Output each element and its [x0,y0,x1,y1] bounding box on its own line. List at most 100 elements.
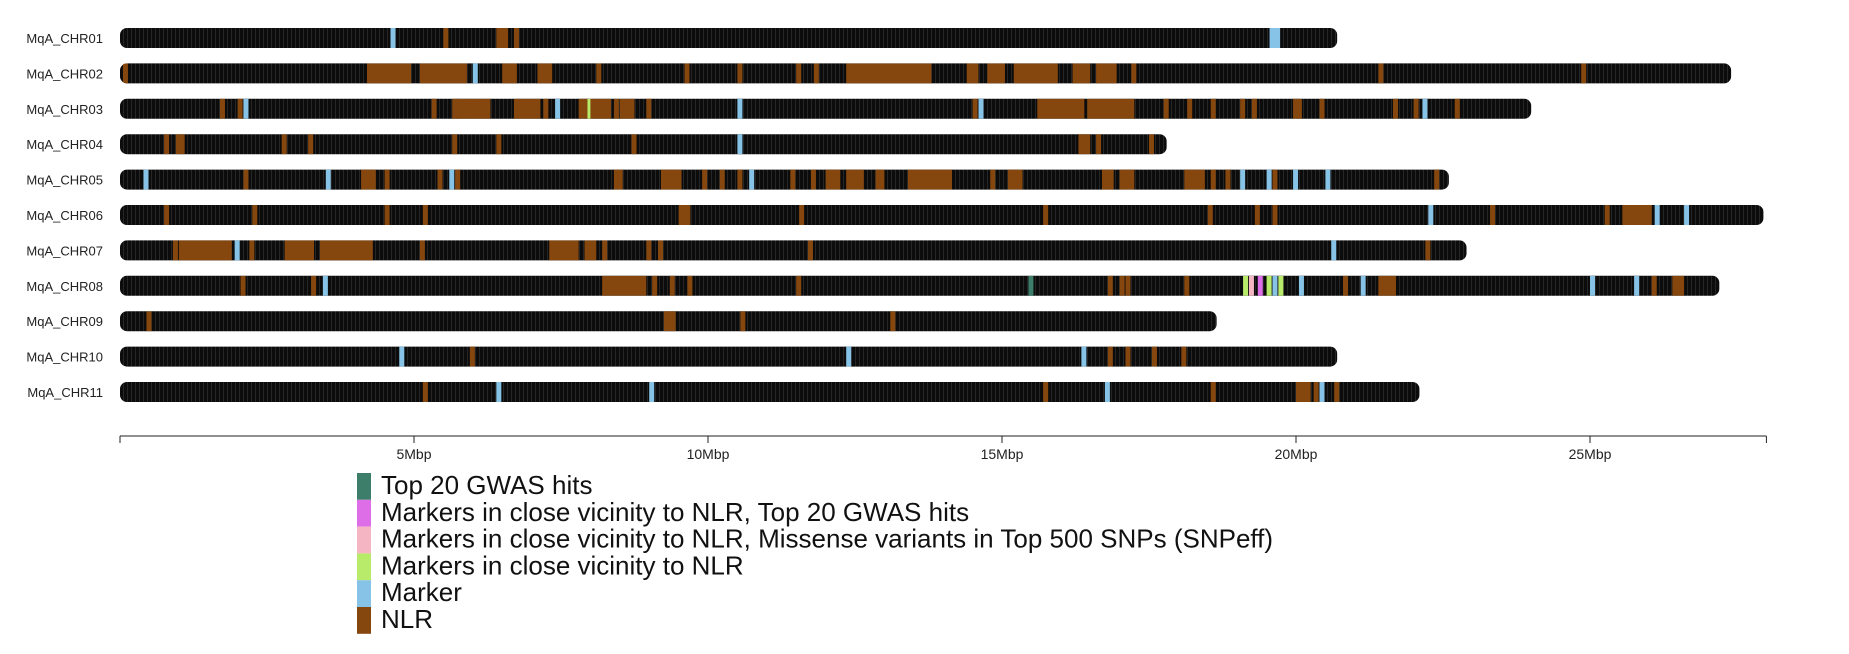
feature-nlr [602,240,608,261]
feature-nlr [1037,98,1085,119]
feature-marker [1081,346,1087,367]
x-tick-label: 25Mbp [1569,446,1612,462]
chromosome-bar [120,134,1167,155]
feature-nlr-gwas [1257,275,1263,296]
chromosome-row: MqA_CHR01 [26,28,1338,48]
feature-marker [1360,275,1366,296]
feature-nlr [596,63,602,84]
feature-nlr [1013,63,1058,84]
feature-nlr [1672,275,1685,296]
chromosome-row: MqA_CHR10 [26,346,1338,367]
legend-swatch [357,607,371,634]
feature-nlr [807,240,813,261]
chromosome-label: MqA_CHR05 [26,173,103,188]
legend-swatch [357,473,371,500]
feature-marker [1422,98,1428,119]
feature-marker [390,28,396,48]
feature-nlr [1434,169,1440,190]
chromosome-label: MqA_CHR07 [26,243,103,258]
feature-nlr [452,134,458,155]
feature-gwas [1028,275,1034,296]
legend-label: Markers in close vicinity to NLR, Top 20… [381,497,969,527]
feature-nlr [175,134,185,155]
feature-nlr [1272,205,1278,225]
feature-nlr [1119,169,1135,190]
feature-nlr [590,98,611,119]
chromosome-tracks: MqA_CHR01 MqA_CHR02 MqA_CHR03 MqA_CHR04 MqA_… [26,28,1764,402]
feature-nlr [431,98,437,119]
feature-nlr [972,98,978,119]
feature-nlr [422,205,428,225]
legend-label: Markers in close vicinity to NLR [381,550,744,580]
feature-nlr [646,98,652,119]
x-tick-label: 5Mbp [396,446,431,462]
feature-nlr [1272,169,1278,190]
feature-nlr [1107,169,1113,190]
feature-nlr [1207,205,1213,225]
feature-nlr [1149,134,1154,155]
legend-swatch [357,499,371,527]
feature-nlr [549,240,579,261]
feature-nlr [1622,205,1652,225]
feature-marker [1325,169,1331,190]
feature-nlr [164,205,170,225]
feature-marker [555,98,561,119]
x-tick-label: 10Mbp [687,446,730,462]
feature-nlr [1296,382,1311,402]
feature-nlr [1119,275,1125,296]
legend-swatch [357,526,371,554]
x-tick-label: 15Mbp [981,446,1024,462]
legend-item: Marker [357,577,462,607]
feature-nlr [1125,275,1131,296]
feature-nlr [366,63,412,84]
feature-nlr [437,169,443,190]
feature-nlr [1293,98,1302,119]
feature-marker [737,134,743,155]
feature-marker [1293,169,1299,190]
feature-marker [749,169,755,190]
chromosome-bar [120,382,1420,402]
feature-nlr [740,311,746,332]
feature-nlr [1313,382,1319,402]
feature-near-nlr [1266,275,1272,296]
feature-nlr [1651,275,1657,296]
feature-nlr [660,169,682,190]
feature-nlr [319,240,373,261]
feature-nlr [846,63,932,84]
feature-nlr [602,275,647,296]
feature-nlr [146,311,152,332]
feature-nlr [1425,240,1431,261]
feature-nlr [687,275,693,296]
feature-nlr [1107,275,1113,296]
feature-nlr [1096,134,1102,155]
feature-marker [1266,169,1272,190]
feature-nlr [1187,98,1193,119]
feature-nlr [613,169,623,190]
feature-nlr [737,169,743,190]
feature-nlr [443,28,449,48]
feature-nlr [219,98,225,119]
feature-nlr [1007,169,1023,190]
chromosome-row: MqA_CHR03 [26,98,1532,119]
chromosome-bar [120,275,1720,296]
feature-nlr [719,169,725,190]
feature-nlr [987,63,1005,84]
feature-marker [243,98,249,119]
feature-nlr [1343,275,1349,296]
legend-label: Marker [381,577,462,607]
feature-marker [496,382,502,402]
legend-item: Markers in close vicinity to NLR, Top 20… [357,497,969,527]
feature-nlr [1210,382,1216,402]
feature-nlr [361,169,376,190]
feature-marker [1684,205,1690,225]
chromosome-row: MqA_CHR06 [26,205,1764,225]
feature-nlr [1581,63,1587,84]
feature-marker [472,63,478,84]
feature-nlr-missense [1248,275,1254,296]
feature-nlr [1251,98,1257,119]
feature-nlr [384,169,390,190]
chromosome-bar [120,205,1764,225]
chromosome-bar [120,346,1338,367]
feature-nlr [243,169,249,190]
